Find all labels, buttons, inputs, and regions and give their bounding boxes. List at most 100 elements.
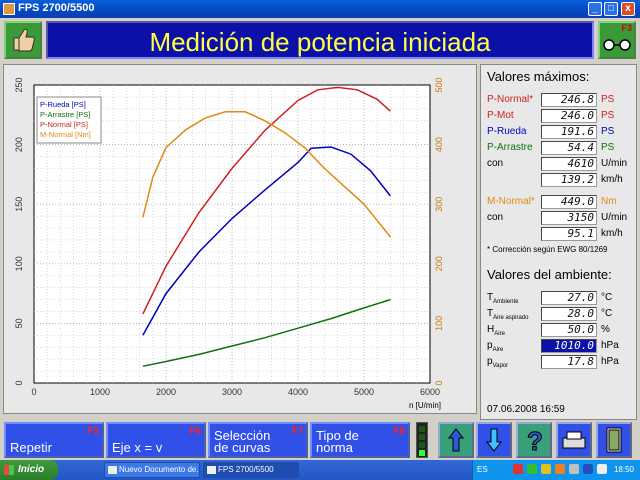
x-tick-label: 2000 [156,387,176,397]
windows-logo-icon [4,465,14,475]
p-rueda-row: P-Rueda 191.6 PS [487,125,637,139]
y-left-tick-label: 0 [14,380,24,385]
h-air-row: HAire 50.0 % [487,323,637,337]
p-arrastre-value: 54.4 [541,141,597,155]
taskbar-item-document[interactable]: Nuevo Documento de... [104,462,200,478]
f6-key-label: F6 [189,426,201,437]
p-normal-unit: PS [601,94,615,105]
help-button[interactable]: ? [516,422,552,458]
p-air-label: pAire [487,340,504,353]
tray-icon-6[interactable] [583,464,593,474]
arrow-up-icon [447,428,465,452]
thumbs-up-button[interactable] [4,21,42,59]
clock: 18:50 [613,465,634,474]
series-line [142,111,391,238]
torque-speed-row: 95.1 km/h [487,227,637,241]
tray-icon-4[interactable] [555,464,565,474]
tray-icon-2[interactable] [527,464,537,474]
legend-entry: P-Normal [PS] [40,120,88,129]
app-icon-small [207,466,216,474]
torque-speed-unit: km/h [601,228,623,239]
tray-icon-3[interactable] [541,464,551,474]
power-chart-panel: 0 50 100 150 200 250 0 100 200 300 400 500 0 1000 20… [3,64,477,414]
taskbar: Inicio Nuevo Documento de... FPS 2700/55… [0,460,640,480]
svg-text:?: ? [527,426,543,456]
y-right-tick-label: 300 [434,197,444,212]
x-tick-label: 1000 [90,387,110,397]
arrow-down-button[interactable] [476,422,512,458]
start-button[interactable]: Inicio [0,460,58,480]
legend-entry: M-Normal [Nm] [40,130,91,139]
f5-key-label: F5 [87,426,99,437]
window-title: FPS 2700/5500 [18,2,95,14]
f8-key-label: F8 [393,426,405,437]
power-chart: 0 50 100 150 200 250 0 100 200 300 400 500 0 1000 20… [14,77,444,410]
p-rueda-label: P-Rueda [487,126,527,137]
arrow-up-button[interactable] [438,422,474,458]
p-vapor-unit: hPa [601,356,619,367]
y-left-tick-label: 50 [14,318,24,328]
maximize-button[interactable]: □ [604,2,618,16]
t-ambient-row: TAmbiente 27.0 °C [487,291,637,305]
print-button[interactable] [556,422,592,458]
t-air-unit: °C [601,308,613,319]
p-arrastre-label: P-Arrastre [487,142,533,153]
p-arrastre-row: P-Arrastre 54.4 PS [487,141,637,155]
series-line [142,298,391,368]
p-normal-label: P-Normal* [487,94,534,105]
p-air-value[interactable]: 1010.0 [541,339,597,353]
tray-icon-7[interactable] [597,464,607,474]
y-right-tick-label: 400 [434,137,444,152]
torque-rpm-unit: U/min [601,212,628,223]
y-right-tick-label: 500 [434,77,444,92]
y-left-tick-label: 250 [14,77,24,92]
taskbar-item-fps-label: FPS 2700/5500 [218,465,274,474]
h-air-unit: % [601,324,610,335]
p-mot-value: 246.0 [541,109,597,123]
repeat-label: Repetir [10,440,52,455]
thumbs-up-icon [13,28,35,52]
p-air-unit: hPa [601,340,619,351]
f7-key-label: F7 [291,426,303,437]
power-rpm-value: 4610 [541,157,597,171]
legend-entry: P-Rueda [PS] [40,100,86,109]
torque-rpm-label: con [487,212,504,223]
repeat-button[interactable]: F5 Repetir [4,422,104,458]
norm-type-button[interactable]: F8 Tipo de norma [310,422,410,458]
power-rpm-row: con 4610 U/min [487,157,637,171]
close-button[interactable]: x [621,2,635,16]
f3-button[interactable]: F3 [598,21,636,59]
p-vapor-row: pVapor 17.8 hPa [487,355,637,369]
t-air-label: TAire aspirado [487,308,529,321]
door-icon [606,427,622,453]
p-rueda-unit: PS [601,126,615,137]
p-vapor-label: pVapor [487,356,509,369]
page-title: Medición de potencia iniciada [46,21,594,59]
x-axis-label: n [U/min] [409,401,441,410]
p-mot-row: P-Mot 246.0 PS [487,109,637,123]
curve-selection-button[interactable]: F7 Selección de curvas [208,422,308,458]
start-label: Inicio [18,464,45,475]
m-normal-label: M-Normal* [487,196,535,207]
minimize-button[interactable]: _ [588,2,602,16]
legend-entry: P-Arrastre [PS] [40,110,90,119]
language-indicator[interactable]: ES [477,465,488,474]
p-air-row: pAire 1010.0 hPa [487,339,637,353]
x-tick-label: 3000 [222,387,242,397]
y-left-tick-label: 200 [14,137,24,152]
y-left-tick-label: 150 [14,197,24,212]
t-air-row: TAire aspirado 28.0 °C [487,307,637,321]
tray-icon-1[interactable] [513,464,523,474]
x-axis-button[interactable]: F6 Eje x = v [106,422,206,458]
help-icon: ? [527,426,544,457]
x-tick-label: 0 [31,387,36,397]
x-tick-label: 4000 [288,387,308,397]
taskbar-item-fps[interactable]: FPS 2700/5500 [203,462,299,478]
tray-icon-5[interactable] [569,464,579,474]
p-vapor-value: 17.8 [541,355,597,369]
norm-type-label: Tipo de norma [316,428,359,455]
datetime-text: 07.06.2008 16:59 [487,404,565,415]
p-arrastre-unit: PS [601,142,615,153]
exit-button[interactable] [596,422,632,458]
series-line [142,146,391,336]
